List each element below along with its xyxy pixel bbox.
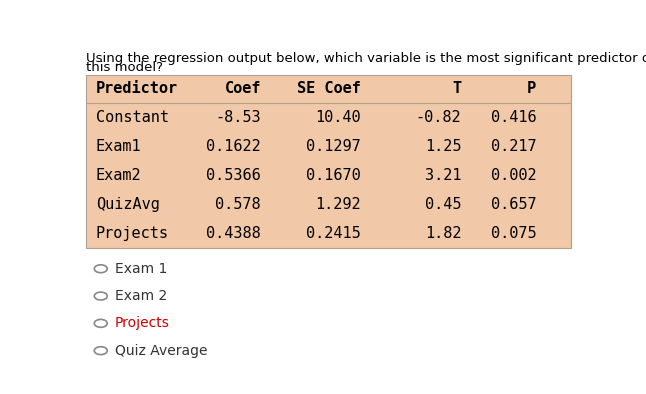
Text: -8.53: -8.53 [215,110,261,125]
Text: Using the regression output below, which variable is the most significant predic: Using the regression output below, which… [86,52,646,65]
Text: -0.82: -0.82 [415,110,461,125]
Text: 0.45: 0.45 [424,197,461,212]
Text: P: P [527,82,536,97]
Text: Exam2: Exam2 [96,168,141,183]
FancyBboxPatch shape [86,74,571,247]
Text: this model?: this model? [86,61,163,74]
Text: 0.657: 0.657 [491,197,536,212]
Text: Constant: Constant [96,110,169,125]
Text: 0.5366: 0.5366 [206,168,261,183]
Text: 0.1622: 0.1622 [206,139,261,154]
Text: 0.1670: 0.1670 [306,168,361,183]
Text: 0.416: 0.416 [491,110,536,125]
Text: 0.1297: 0.1297 [306,139,361,154]
Text: Projects: Projects [96,226,169,241]
Text: 0.578: 0.578 [215,197,261,212]
Text: Predictor: Predictor [96,82,178,97]
Text: 0.2415: 0.2415 [306,226,361,241]
Text: SE Coef: SE Coef [297,82,361,97]
Text: Coef: Coef [224,82,261,97]
Text: Exam 2: Exam 2 [115,289,167,303]
Text: 0.217: 0.217 [491,139,536,154]
Text: Exam 1: Exam 1 [115,262,167,276]
Text: 0.4388: 0.4388 [206,226,261,241]
Text: 3.21: 3.21 [424,168,461,183]
Text: T: T [452,82,461,97]
Text: Projects: Projects [115,316,170,330]
Text: 10.40: 10.40 [315,110,361,125]
Text: 1.292: 1.292 [315,197,361,212]
Text: QuizAvg: QuizAvg [96,197,160,212]
Text: 0.002: 0.002 [491,168,536,183]
Text: Quiz Average: Quiz Average [115,344,207,358]
Text: 0.075: 0.075 [491,226,536,241]
Text: 1.25: 1.25 [424,139,461,154]
Text: Exam1: Exam1 [96,139,141,154]
Text: 1.82: 1.82 [424,226,461,241]
